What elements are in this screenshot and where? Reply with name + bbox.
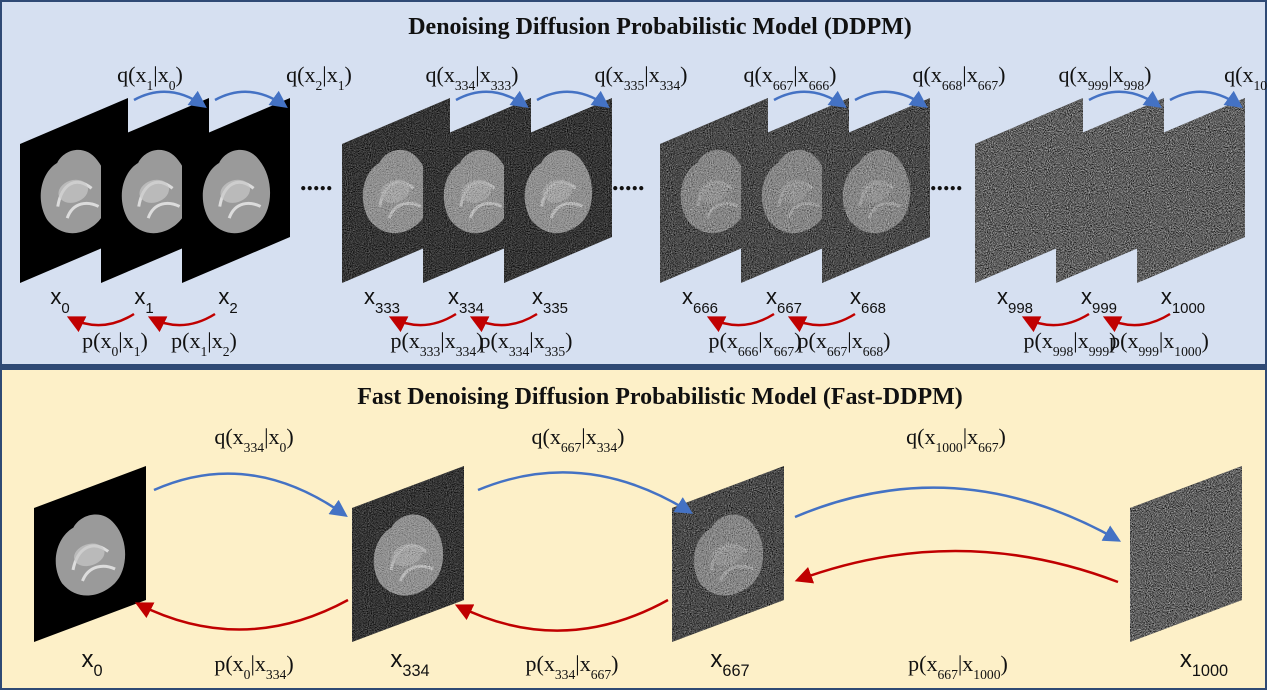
fast-ddpm-frame <box>34 466 146 642</box>
brain-scan-image <box>40 150 108 234</box>
reverse-arrow <box>787 312 856 333</box>
fast-ddpm-title: Fast Denoising Diffusion Probabilistic M… <box>357 384 963 410</box>
reverse-transition-label: p(x334|x667) <box>526 651 619 682</box>
forward-transition-label: q(x1|x0) <box>117 62 183 93</box>
forward-transition-label: q(x2|x1) <box>286 62 352 93</box>
forward-arrow <box>477 471 693 514</box>
reverse-transition-label: p(x998|x999) <box>1024 328 1117 359</box>
forward-transition-label: q(x334|x333) <box>426 62 519 93</box>
ddpm-variable-label: x335 <box>532 284 568 317</box>
ddpm-variable-label: x0 <box>50 284 69 317</box>
reverse-arrow <box>706 312 775 333</box>
ddpm-variable-label: x1 <box>134 284 153 317</box>
forward-arrow <box>153 472 348 518</box>
forward-arrow <box>794 486 1122 542</box>
forward-arrow <box>854 90 928 109</box>
reverse-transition-label: p(x667|x1000) <box>908 651 1008 682</box>
ddpm-diagram: q(x1|x0) q(x2|x1)x0 x1 x2p(x0|x1) p(x1|x2)q(… <box>20 62 1267 359</box>
reverse-arrow <box>134 598 349 631</box>
reverse-arrow <box>66 312 135 333</box>
reverse-transition-label: p(x666|x667) <box>709 328 802 359</box>
ddpm-group: q(x1|x0) q(x2|x1) x0 x1 x2 p(x0|x1) p(x1|x2) <box>20 62 352 359</box>
ddpm-variable-label: x334 <box>448 284 484 317</box>
fast-ddpm-panel <box>0 368 1267 690</box>
ddpm-frame <box>182 98 290 283</box>
fast-ddpm-variable-label: x1000 <box>1180 646 1228 680</box>
forward-arrow <box>773 90 847 109</box>
reverse-transition-label: p(x999|x1000) <box>1109 328 1209 359</box>
ellipsis: ..... <box>300 167 333 196</box>
fast-ddpm-variable-label: x334 <box>390 646 429 680</box>
brain-scan-image <box>121 150 189 234</box>
forward-transition-label: q(x335|x334) <box>595 62 688 93</box>
reverse-arrow <box>794 549 1119 584</box>
brain-scan-image <box>202 150 270 234</box>
forward-transition-label: q(x334|x0) <box>214 424 293 455</box>
ddpm-variable-label: x998 <box>997 284 1033 317</box>
reverse-arrow <box>1021 312 1090 333</box>
ellipsis: ..... <box>930 167 963 196</box>
reverse-transition-label: p(x0|x1) <box>82 328 148 359</box>
fast-ddpm-variable-label: x0 <box>81 646 102 680</box>
forward-transition-label: q(x1000|x667) <box>906 424 1006 455</box>
ddpm-group: q(x667|x666) q(x668|x667) x666 x667 x668 p(x6… <box>660 62 1005 359</box>
ddpm-variable-label: x668 <box>850 284 886 317</box>
reverse-arrow <box>454 598 669 632</box>
brain-scan-image <box>55 514 126 596</box>
ellipsis: ..... <box>612 167 645 196</box>
ddpm-group: q(x334|x333) q(x335|x334) x333 x334 x335 p(x3… <box>342 62 687 359</box>
forward-arrow <box>536 90 610 109</box>
forward-transition-label: q(x1000|x999) <box>1224 62 1267 93</box>
reverse-transition-label: p(x334|x335) <box>480 328 573 359</box>
fast-ddpm-variable-label: x667 <box>710 646 749 680</box>
fast-ddpm-frame <box>672 466 784 642</box>
ddpm-variable-label: x999 <box>1081 284 1117 317</box>
reverse-arrow <box>388 312 457 333</box>
forward-arrow <box>133 90 207 109</box>
forward-transition-label: q(x999|x998) <box>1059 62 1152 93</box>
ddpm-variable-label: x333 <box>364 284 400 317</box>
ddpm-variable-label: x667 <box>766 284 802 317</box>
reverse-transition-label: p(x1|x2) <box>171 328 237 359</box>
reverse-arrow <box>147 312 216 333</box>
reverse-arrow <box>469 312 538 333</box>
forward-arrow <box>1169 90 1243 109</box>
forward-transition-label: q(x667|x334) <box>532 424 625 455</box>
ddpm-variable-label: x666 <box>682 284 718 317</box>
forward-transition-label: q(x668|x667) <box>913 62 1006 93</box>
forward-arrow <box>455 90 529 109</box>
forward-transition-label: q(x667|x666) <box>744 62 837 93</box>
forward-arrow <box>214 90 288 109</box>
ddpm-variable-label: x2 <box>218 284 237 317</box>
reverse-transition-label: p(x0|x334) <box>214 651 293 682</box>
reverse-arrow <box>1102 312 1171 333</box>
ddpm-title: Denoising Diffusion Probabilistic Model … <box>408 14 912 40</box>
reverse-transition-label: p(x333|x334) <box>391 328 484 359</box>
ddpm-variable-label: x1000 <box>1161 284 1205 317</box>
reverse-transition-label: p(x667|x668) <box>798 328 891 359</box>
forward-arrow <box>1088 90 1162 109</box>
